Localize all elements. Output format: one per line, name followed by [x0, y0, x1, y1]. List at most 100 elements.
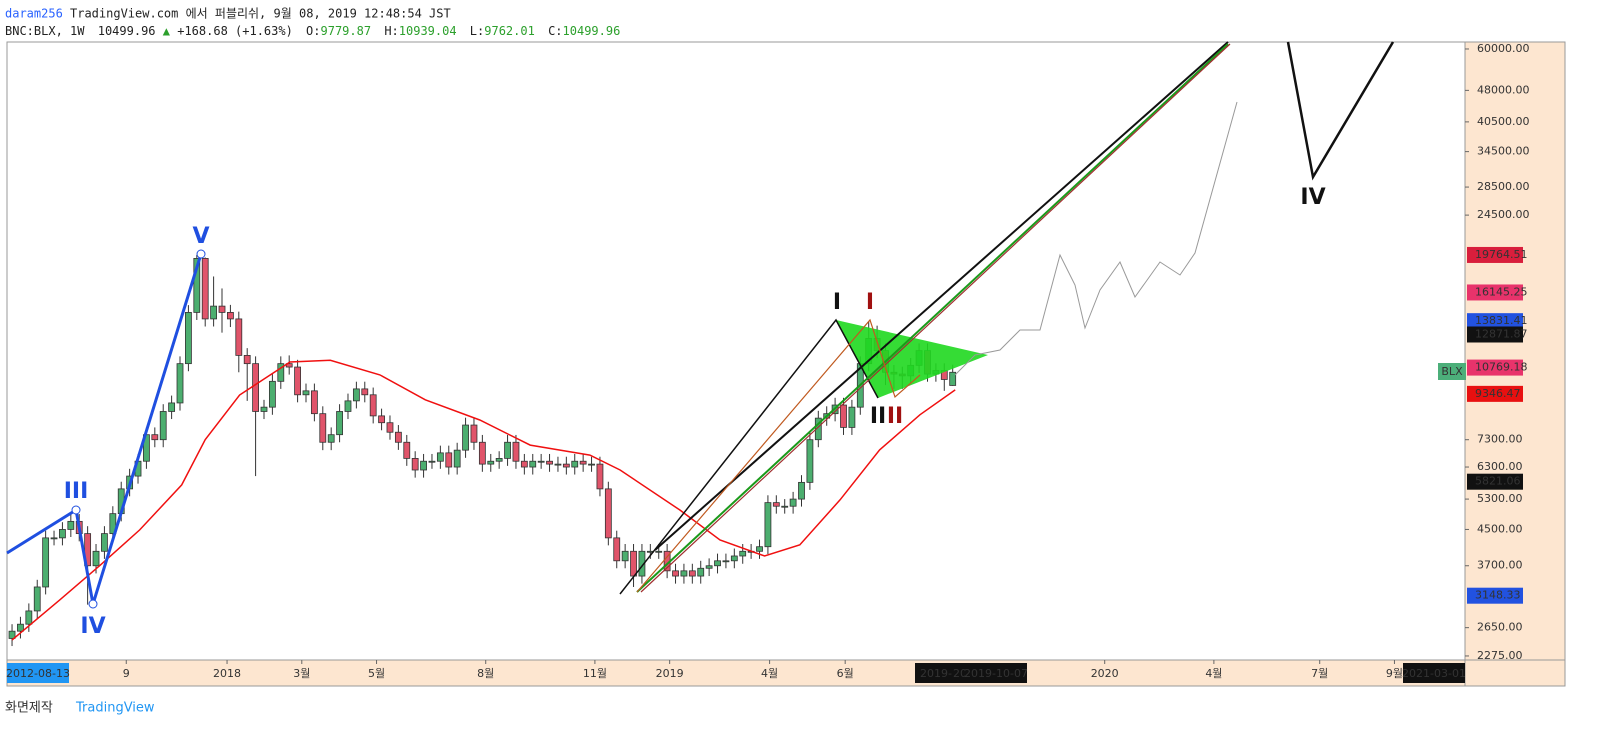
- candle-body: [554, 463, 562, 466]
- candle-body: [772, 502, 780, 507]
- candle-body: [445, 452, 453, 468]
- candle-body: [67, 520, 75, 530]
- candle-body: [697, 567, 705, 577]
- candle-body: [487, 460, 495, 465]
- candle-body: [369, 394, 377, 417]
- candle-body: [537, 460, 545, 463]
- candle-body: [420, 460, 427, 471]
- wave-line: [1286, 41, 1395, 181]
- candle-body: [428, 460, 436, 463]
- price-badge-label: 3148.33: [1475, 589, 1521, 602]
- price-badge: [1467, 284, 1523, 301]
- y-tick-label: 7300.00: [1477, 433, 1523, 446]
- candle-body: [453, 449, 461, 468]
- ohlc-value: 10499.96: [563, 24, 621, 38]
- time-badge-label: 2019-: [920, 667, 952, 680]
- candle-body: [302, 390, 310, 396]
- candle-body: [25, 610, 33, 625]
- y-tick-label: 2650.00: [1477, 621, 1523, 634]
- candle-body: [579, 460, 587, 465]
- x-tick-label: 2019: [656, 667, 684, 680]
- candle-body: [705, 565, 713, 569]
- wave-line: [619, 318, 879, 595]
- wave-point: [71, 505, 81, 515]
- candle-body: [470, 424, 478, 443]
- candle-body: [638, 550, 646, 577]
- candle-body: [680, 570, 688, 577]
- wave-label: I: [833, 290, 841, 315]
- wave-label: I: [866, 290, 874, 315]
- candle-body: [336, 411, 343, 436]
- candle-body: [571, 460, 579, 468]
- candle-body: [789, 498, 797, 507]
- candle-body: [504, 441, 511, 459]
- candle-body: [436, 452, 444, 462]
- wave-line: [636, 318, 921, 593]
- ohlc-label: O:: [306, 24, 320, 38]
- candle-body: [730, 555, 738, 562]
- price-badge-label: 12871.87: [1475, 327, 1528, 340]
- x-tick-label: 3월: [293, 667, 310, 680]
- change: +168.68 (+1.63%): [177, 24, 293, 38]
- price-badge-label: 13831.41: [1475, 314, 1528, 327]
- price-badge: [1467, 246, 1523, 263]
- candle-body: [562, 463, 570, 468]
- x-tick-label: 4월: [761, 667, 778, 680]
- candle-body: [546, 460, 553, 465]
- candle-body: [8, 630, 16, 639]
- candle-body: [277, 363, 285, 382]
- wave-line: [6, 253, 203, 605]
- candle-body: [394, 431, 402, 443]
- candle-body: [159, 411, 167, 441]
- wave-label: II: [870, 404, 886, 429]
- ohlc-value: 10939.04: [399, 24, 457, 38]
- x-tick-label: 2018: [213, 667, 241, 680]
- candle-body: [193, 258, 201, 313]
- ohlc-label: H:: [384, 24, 398, 38]
- candle-body: [596, 463, 604, 490]
- candle-body: [655, 550, 663, 553]
- y-tick-label: 5300.00: [1477, 492, 1523, 505]
- candle-body: [243, 355, 251, 365]
- triangle-pattern: [836, 320, 988, 398]
- candle-body: [781, 505, 789, 508]
- y-tick-label: 4500.00: [1477, 522, 1523, 535]
- candle-body: [764, 502, 772, 548]
- candle-body: [756, 546, 763, 552]
- x-tick-label: 6월: [837, 667, 854, 680]
- candle-body: [17, 623, 24, 632]
- wave-label: IV: [1300, 185, 1325, 210]
- candle-body: [101, 533, 108, 552]
- ohlc-value: 9779.87: [321, 24, 372, 38]
- wave-label: V: [192, 224, 209, 249]
- candle-body: [310, 390, 318, 415]
- candle-body: [672, 570, 679, 577]
- price-badge-label: 9346.47: [1475, 387, 1521, 400]
- frame: [6, 41, 1566, 687]
- y-tick-label: 34500.00: [1477, 145, 1530, 158]
- x-tick-label: 9월: [1386, 667, 1403, 680]
- wave-point: [196, 249, 206, 259]
- candle-body: [814, 417, 822, 441]
- candle-body: [185, 312, 192, 365]
- projection-line: [954, 101, 1238, 376]
- y-tick-label: 28500.00: [1477, 180, 1530, 193]
- candle-body: [840, 404, 847, 428]
- candle-body: [848, 406, 856, 428]
- header-author: daram256: [5, 7, 63, 21]
- candle-body: [201, 258, 209, 320]
- x-tick-label: 7월: [1311, 667, 1328, 680]
- candle-body: [403, 441, 411, 459]
- candle-body: [92, 550, 100, 567]
- candle-body: [109, 513, 117, 535]
- x-tick-label: 4월: [1205, 667, 1222, 680]
- wave-label: II: [887, 404, 903, 429]
- price-badge: [1467, 385, 1523, 402]
- time-axis-bg: [7, 660, 1565, 686]
- candle-body: [268, 380, 276, 408]
- candle-body: [252, 363, 259, 412]
- candle-body: [210, 305, 218, 320]
- symbol-tag: [1438, 363, 1466, 380]
